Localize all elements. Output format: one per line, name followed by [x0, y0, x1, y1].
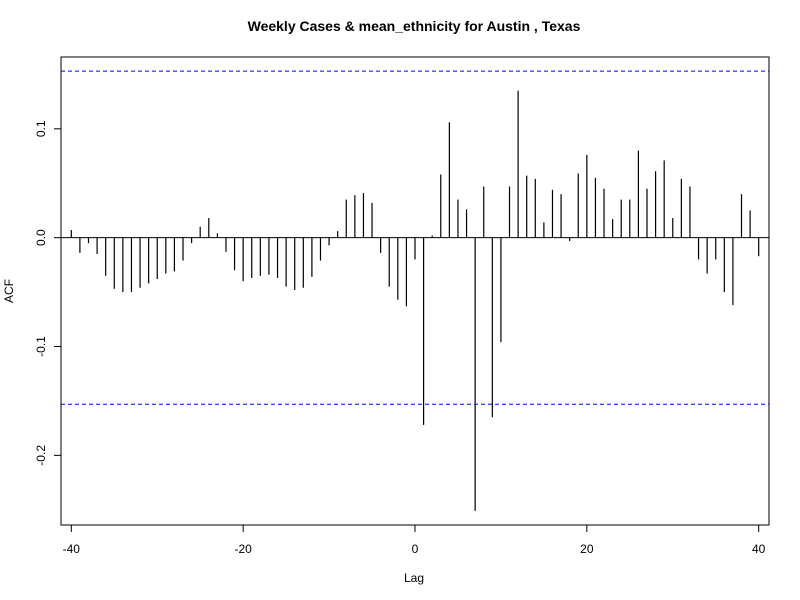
x-axis-label: Lag [404, 571, 424, 585]
y-tick-label: -0.2 [34, 445, 48, 466]
x-tick-label: -20 [234, 542, 252, 556]
x-tick-label: 0 [412, 542, 419, 556]
x-tick-label: 40 [752, 542, 766, 556]
y-axis: -0.2 -0.1 0.0 0.1 [34, 120, 62, 466]
x-axis: -40 -20 0 20 40 [63, 524, 766, 556]
x-tick-label: 20 [580, 542, 594, 556]
y-tick-label: 0.0 [34, 229, 48, 246]
y-axis-label: ACF [2, 279, 16, 303]
x-tick-label: -40 [63, 542, 81, 556]
acf-bars [70, 90, 760, 511]
y-tick-label: -0.1 [34, 336, 48, 357]
y-tick-label: 0.1 [34, 120, 48, 137]
confidence-bounds [61, 70, 769, 405]
plot-frame [60, 56, 770, 526]
chart-title: Weekly Cases & mean_ethnicity for Austin… [248, 18, 581, 34]
